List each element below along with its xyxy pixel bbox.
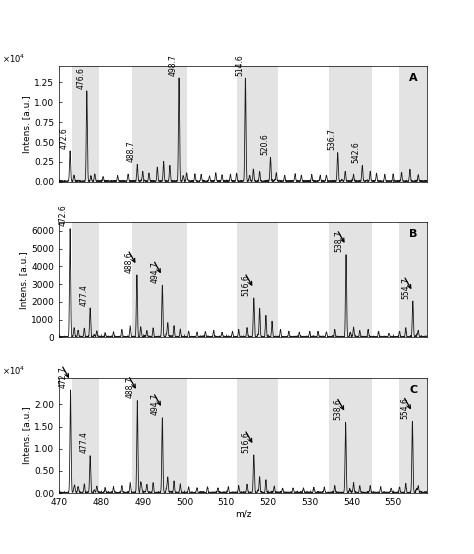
Y-axis label: Intens. [a.u.]: Intens. [a.u.] [22, 407, 31, 464]
Bar [400, 66, 427, 182]
Bar [72, 378, 99, 493]
Bar [72, 222, 99, 337]
Text: 472.6: 472.6 [60, 127, 69, 148]
Text: 476.6: 476.6 [76, 66, 85, 89]
Bar [328, 378, 373, 493]
Bar [400, 222, 427, 337]
Text: A: A [409, 73, 418, 84]
Text: 536.7: 536.7 [327, 129, 336, 150]
Text: 514.6: 514.6 [235, 54, 244, 76]
Bar [72, 66, 99, 182]
Text: 488.7: 488.7 [127, 140, 136, 162]
Bar [400, 378, 427, 493]
Text: 477.4: 477.4 [80, 284, 89, 306]
Bar [132, 378, 187, 493]
Text: 498.7: 498.7 [169, 54, 178, 75]
Bar [237, 66, 278, 182]
Text: 477.4: 477.4 [80, 432, 89, 453]
Text: 494.7: 494.7 [150, 393, 159, 416]
X-axis label: m/z: m/z [235, 510, 251, 519]
Bar [237, 378, 278, 493]
Bar [132, 222, 187, 337]
Text: 488.6: 488.6 [125, 251, 134, 273]
Text: B: B [409, 229, 418, 239]
Text: $\times10^4$: $\times10^4$ [2, 53, 26, 65]
Text: 520.6: 520.6 [260, 134, 269, 155]
Text: 494.7: 494.7 [150, 261, 159, 283]
Text: 472.6: 472.6 [58, 204, 67, 227]
Text: 538.7: 538.7 [334, 230, 343, 253]
Bar [328, 66, 373, 182]
Text: 554.7: 554.7 [401, 277, 410, 299]
Text: 538.6: 538.6 [334, 398, 343, 420]
Text: 554.6: 554.6 [401, 397, 410, 419]
Bar [132, 66, 187, 182]
Text: 488.7: 488.7 [126, 377, 134, 398]
Y-axis label: Intens. [a.u.]: Intens. [a.u.] [19, 251, 28, 309]
Text: 472.7: 472.7 [59, 366, 68, 388]
Bar [237, 222, 278, 337]
Text: 542.6: 542.6 [352, 141, 361, 163]
Bar [328, 222, 373, 337]
Y-axis label: Intens. [a.u.]: Intens. [a.u.] [22, 95, 31, 153]
Text: 516.6: 516.6 [242, 274, 251, 296]
Text: $\times10^4$: $\times10^4$ [2, 364, 26, 377]
Text: C: C [409, 384, 418, 394]
Text: 516.6: 516.6 [242, 431, 251, 453]
